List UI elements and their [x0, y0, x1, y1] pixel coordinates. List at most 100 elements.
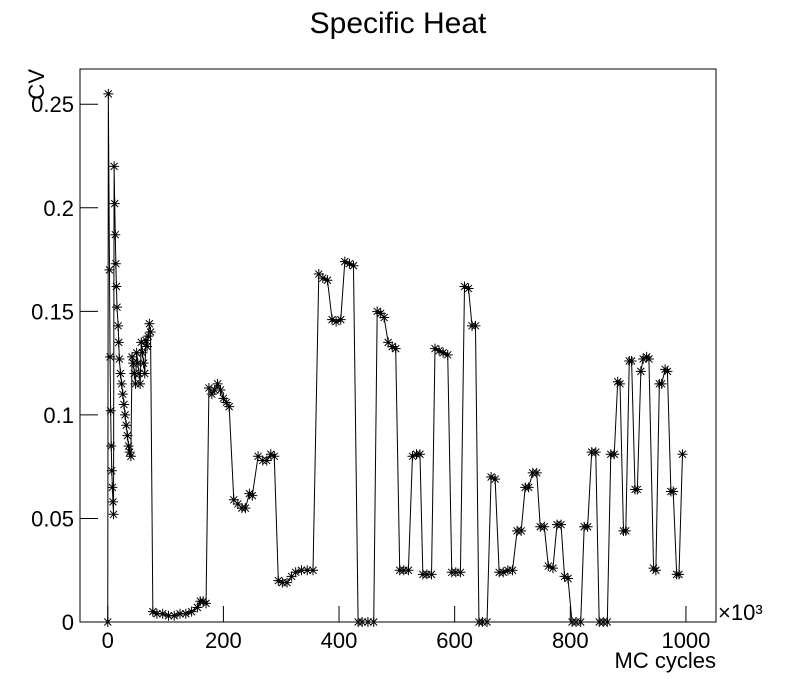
data-point: [609, 449, 620, 460]
data-point: [132, 358, 143, 369]
data-point: [327, 314, 338, 325]
data-point: [110, 258, 121, 269]
data-point: [269, 451, 280, 462]
data-point: [662, 366, 673, 377]
data-point: [111, 281, 122, 292]
data-point: [107, 482, 118, 493]
data-point: [103, 88, 114, 99]
data-point: [106, 465, 117, 476]
data-point: [175, 608, 186, 619]
data-point: [348, 260, 359, 271]
data-point: [459, 281, 470, 292]
data-point: [626, 356, 637, 367]
y-tick-label: 0.15: [31, 299, 74, 324]
data-point: [157, 608, 168, 619]
data-point: [186, 606, 197, 617]
data-point: [228, 494, 239, 505]
data-point: [151, 608, 162, 619]
data-point: [331, 316, 342, 327]
data-point: [224, 401, 235, 412]
data-point: [198, 596, 209, 607]
data-point: [383, 337, 394, 348]
data-point: [559, 571, 570, 582]
data-point: [438, 347, 449, 358]
data-point: [455, 567, 466, 578]
data-point: [117, 389, 128, 400]
data-point: [112, 302, 123, 313]
data-point: [135, 378, 146, 389]
data-point: [145, 327, 156, 338]
data-point: [286, 571, 297, 582]
data-point: [281, 577, 292, 588]
data-point: [114, 353, 125, 364]
data-point: [115, 368, 126, 379]
data-point: [232, 498, 243, 509]
data-point: [133, 368, 144, 379]
data-point: [169, 610, 180, 621]
data-point: [426, 569, 437, 580]
y-tick-label: 0.2: [43, 196, 74, 221]
data-point: [137, 347, 148, 358]
data-point: [116, 378, 127, 389]
data-point: [516, 525, 527, 536]
y-tick-label: 0: [62, 610, 74, 635]
data-point: [209, 385, 220, 396]
data-point: [221, 397, 232, 408]
data-point: [147, 606, 158, 617]
data-point: [656, 378, 667, 389]
data-point: [650, 565, 661, 576]
data-point: [635, 366, 646, 377]
data-point: [106, 440, 117, 451]
data-point: [677, 449, 688, 460]
data-point: [582, 521, 593, 532]
data-point: [109, 161, 120, 172]
data-point: [290, 567, 301, 578]
data-point: [643, 353, 654, 364]
x-tick-label: 800: [552, 628, 589, 653]
data-point: [136, 337, 147, 348]
data-point: [123, 440, 134, 451]
data-point: [308, 565, 319, 576]
data-point: [273, 575, 284, 586]
data-point: [201, 598, 212, 609]
y-tick-label: 0.05: [31, 506, 74, 531]
data-point: [140, 335, 151, 346]
data-point: [375, 308, 386, 319]
data-point: [124, 447, 135, 458]
data-point: [138, 358, 149, 369]
data-point: [407, 451, 418, 462]
data-point: [523, 482, 534, 493]
data-point: [144, 318, 155, 329]
data-point: [113, 320, 124, 331]
data-point: [203, 382, 214, 393]
x-axis-label: MC cycles: [615, 648, 716, 673]
data-point: [470, 320, 481, 331]
data-point: [118, 399, 129, 410]
data-point: [113, 337, 124, 348]
data-point: [125, 451, 136, 462]
data-point: [142, 341, 153, 352]
data-point: [107, 496, 118, 507]
data-point: [296, 565, 307, 576]
data-point: [562, 573, 573, 584]
data-point: [313, 269, 324, 280]
data-point: [121, 420, 132, 431]
data-point: [104, 264, 115, 275]
data-point: [108, 509, 119, 520]
data-point: [372, 306, 383, 317]
data-point: [192, 602, 203, 613]
data-point: [434, 345, 445, 356]
y-tick-label: 0.1: [43, 403, 74, 428]
data-point: [102, 617, 113, 627]
data-point: [668, 486, 679, 497]
data-point: [344, 258, 355, 269]
data-point: [638, 353, 649, 364]
data-point: [632, 484, 643, 495]
y-axis-label: CV: [24, 69, 49, 100]
data-point: [120, 409, 131, 420]
data-point: [143, 331, 154, 342]
x-tick-label: 600: [436, 628, 473, 653]
data-point: [240, 503, 251, 514]
data-point: [442, 349, 453, 360]
plot-frame: [79, 68, 717, 623]
